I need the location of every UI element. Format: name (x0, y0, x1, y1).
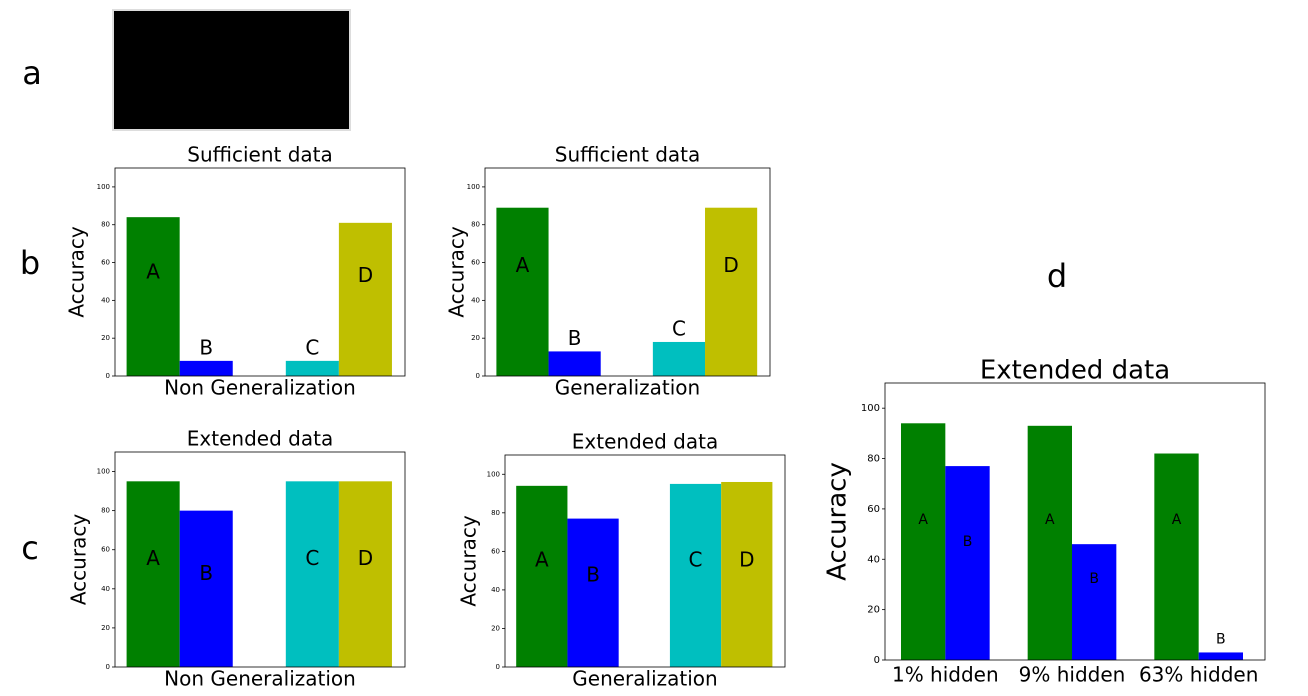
y-tick-label: 0 (476, 372, 480, 380)
bar-label: B (1089, 571, 1099, 587)
chart-title: Extended data (572, 430, 718, 454)
bar-label: A (516, 253, 530, 277)
bar (339, 481, 392, 667)
y-tick-label: 100 (861, 403, 880, 414)
y-tick-label: 40 (101, 296, 110, 304)
bar (127, 217, 180, 376)
panel-label: b (20, 244, 40, 282)
bar (339, 223, 392, 376)
bar (1154, 454, 1198, 660)
chart-title: Sufficient data (555, 143, 701, 167)
bar (180, 361, 233, 376)
bar (286, 481, 339, 667)
x-tick-label: 63% hidden (1139, 663, 1258, 687)
y-tick-label: 60 (471, 259, 480, 267)
bar (516, 486, 567, 667)
y-tick-label: 100 (487, 470, 500, 478)
y-tick-label: 40 (867, 554, 880, 565)
y-tick-label: 100 (97, 183, 110, 191)
y-axis-label: Accuracy (445, 226, 469, 317)
y-tick-label: 80 (867, 454, 880, 465)
y-tick-label: 60 (491, 547, 500, 555)
y-tick-label: 60 (867, 504, 880, 515)
chart-title: Sufficient data (187, 143, 333, 167)
y-tick-label: 20 (471, 334, 480, 342)
y-tick-label: 20 (101, 334, 110, 342)
y-tick-label: 100 (467, 183, 480, 191)
y-axis-label: Accuracy (823, 462, 853, 581)
bar (496, 208, 548, 376)
y-tick-label: 20 (867, 605, 880, 616)
y-tick-label: 0 (874, 655, 880, 666)
bar (945, 466, 989, 660)
bar-label: B (1216, 631, 1226, 647)
bar-label: A (918, 512, 928, 528)
bar (286, 361, 339, 376)
y-tick-label: 100 (97, 468, 110, 476)
bar-label: D (358, 263, 373, 287)
bar (127, 481, 180, 667)
y-tick-label: 60 (101, 259, 110, 267)
y-tick-label: 0 (496, 663, 500, 671)
bar-label: A (1045, 512, 1055, 528)
y-tick-label: 40 (471, 296, 480, 304)
bar (1199, 652, 1243, 660)
bar-label: B (199, 561, 213, 585)
bar (721, 482, 772, 667)
y-axis-label: Accuracy (67, 514, 91, 605)
bar-label: A (535, 548, 549, 572)
bar-label: C (305, 546, 319, 570)
x-axis-label: Generalization (555, 376, 700, 400)
bar-label: B (963, 534, 973, 550)
bar (901, 423, 945, 660)
bar (705, 208, 757, 376)
bar-label: A (1172, 512, 1182, 528)
bar-label: C (305, 335, 319, 359)
chart-title: Extended data (980, 356, 1170, 386)
bar-label: D (739, 548, 754, 572)
y-tick-label: 20 (101, 624, 110, 632)
sample-image (113, 10, 350, 130)
bar-label: B (568, 326, 582, 350)
bar-label: C (672, 316, 686, 340)
x-axis-label: Generalization (572, 667, 717, 691)
bar (549, 351, 601, 376)
bar (1028, 426, 1072, 660)
bar-label: D (723, 253, 738, 277)
x-axis-label: Non Generalization (164, 376, 356, 400)
bar-label: A (146, 259, 160, 283)
figure: a b c d Sufficient data Accuracy 0 20 40 60 80… (0, 0, 1308, 692)
bar (1072, 544, 1116, 660)
bar (567, 519, 618, 667)
y-tick-label: 0 (106, 372, 110, 380)
panel-label: d (1047, 257, 1067, 295)
x-tick-label: 1% hidden (892, 663, 999, 687)
bar (653, 342, 705, 376)
y-axis-label: Accuracy (65, 226, 89, 317)
x-axis-label: Non Generalization (164, 667, 356, 691)
bar-label: D (358, 546, 373, 570)
y-tick-label: 60 (101, 546, 110, 554)
y-tick-label: 80 (471, 221, 480, 229)
bar-label: A (146, 546, 160, 570)
bar-label: B (199, 335, 213, 359)
bar-label: B (586, 563, 600, 587)
panel-label: c (21, 529, 39, 567)
y-tick-label: 80 (101, 507, 110, 515)
chart-title: Extended data (187, 427, 333, 451)
y-tick-label: 40 (491, 586, 500, 594)
bar (670, 484, 721, 667)
y-tick-label: 80 (491, 509, 500, 517)
bar (180, 511, 233, 667)
y-axis-label: Accuracy (457, 515, 481, 606)
y-tick-label: 20 (491, 624, 500, 632)
panel-label: a (22, 54, 42, 92)
x-tick-label: 9% hidden (1019, 663, 1126, 687)
y-tick-label: 80 (101, 221, 110, 229)
y-tick-label: 40 (101, 585, 110, 593)
y-tick-label: 0 (106, 663, 110, 671)
bar-label: C (689, 548, 703, 572)
